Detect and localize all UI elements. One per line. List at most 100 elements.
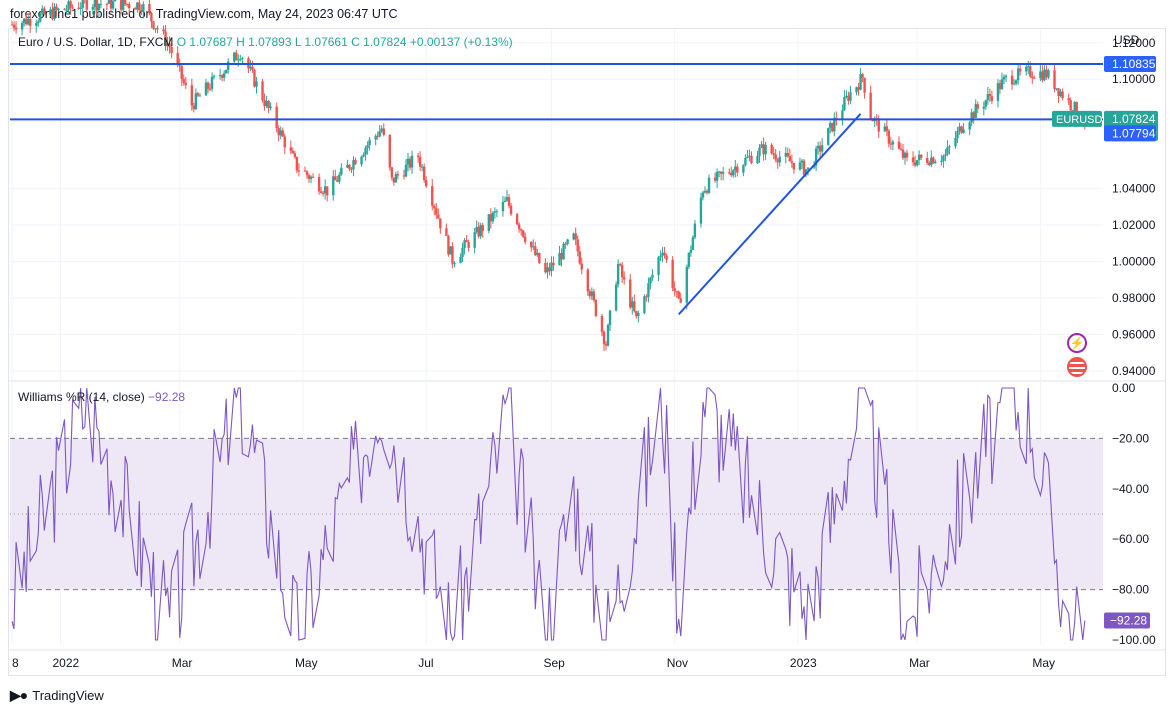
candle-body: [764, 144, 767, 155]
candle-body: [22, 18, 26, 23]
candle-body: [378, 131, 381, 137]
candle-body: [689, 249, 693, 253]
time-tick-label: 8: [12, 656, 19, 670]
candle-body: [798, 162, 802, 170]
candle-body: [323, 186, 327, 194]
candle-body: [631, 301, 634, 308]
candle-body: [622, 277, 626, 280]
candle-body: [422, 166, 426, 181]
candle-body: [776, 159, 779, 163]
candle-body: [576, 239, 579, 252]
candle-body: [233, 52, 236, 62]
candle-body: [307, 175, 311, 179]
candle-body: [770, 144, 773, 154]
candle-body: [170, 47, 173, 53]
candle-body: [501, 202, 505, 212]
candle-body: [303, 170, 307, 172]
candle-body: [588, 291, 592, 297]
candle-body: [69, 1, 72, 8]
candle-body: [675, 291, 678, 293]
candle-body: [932, 157, 935, 164]
candle-body: [548, 267, 551, 272]
candle-body: [79, 7, 82, 9]
candle-body: [816, 145, 820, 149]
price-tick-label: 1.04000: [1112, 182, 1156, 196]
candle-body: [572, 233, 575, 240]
indicator-name[interactable]: Williams %R (14, close): [18, 390, 145, 404]
candle-body: [368, 139, 371, 146]
candle-body: [218, 75, 222, 77]
candle-body: [224, 69, 228, 74]
candle-body: [748, 155, 751, 157]
lightning-icon[interactable]: ⚡: [1067, 333, 1087, 353]
candle-body: [659, 255, 662, 258]
us-flag-icon[interactable]: [1067, 357, 1087, 377]
candle-body: [20, 22, 24, 30]
symbol-name[interactable]: Euro / U.S. Dollar, 1D, FXCM: [18, 35, 174, 49]
candle-body: [917, 154, 921, 161]
candle-body: [1047, 70, 1050, 78]
candle-body: [742, 165, 745, 173]
candle-body: [241, 58, 244, 60]
indicator-tick-label: −20.00: [1112, 431, 1149, 445]
candle-body: [604, 344, 608, 346]
candle-body: [1069, 100, 1072, 111]
candle-body: [1010, 75, 1014, 85]
candle-body: [519, 229, 523, 231]
legend-change: +0.00137 (+0.13%): [409, 35, 513, 49]
candle-body: [57, 8, 60, 11]
candle-body: [1061, 91, 1064, 99]
candle-body: [946, 147, 949, 155]
candle-body: [14, 27, 18, 30]
trendline: [677, 113, 862, 316]
candle-body: [804, 169, 808, 175]
candle-body: [123, 0, 127, 5]
candle-body: [212, 75, 216, 77]
candle-body: [990, 96, 994, 101]
candle-body: [1045, 69, 1048, 78]
candle-body: [1033, 77, 1036, 79]
candle-body: [715, 171, 719, 181]
chart-frame: [8, 28, 1166, 676]
candle-body: [404, 164, 408, 177]
candle-body: [647, 283, 650, 298]
candle-body: [346, 164, 349, 168]
candle-body: [954, 138, 957, 147]
candle-body: [1004, 75, 1008, 77]
candle-body: [685, 266, 689, 303]
candle-body: [10, 24, 14, 26]
candle-body: [948, 146, 951, 148]
candle-body: [560, 253, 563, 260]
footer: ▶● TradingView: [10, 687, 104, 704]
candle-body: [198, 95, 202, 97]
candle-body: [883, 126, 887, 132]
candle-body: [265, 100, 268, 107]
candle-body: [105, 3, 109, 5]
candle-body: [237, 59, 240, 61]
candle-body: [930, 157, 933, 166]
candle-body: [984, 100, 988, 107]
symbol-tag-label: EURUSD: [1056, 114, 1103, 126]
brand-name[interactable]: TradingView: [32, 688, 104, 703]
time-tick-label: 2022: [53, 656, 80, 670]
candle-body: [376, 135, 379, 137]
candle-body: [140, 10, 143, 12]
candle-body: [691, 237, 695, 250]
candle-body: [633, 301, 636, 312]
candle-body: [1053, 70, 1056, 90]
candle-body: [192, 105, 196, 110]
candle-body: [703, 190, 707, 193]
candle-body: [869, 92, 872, 120]
time-tick-label: May: [1032, 656, 1055, 670]
candle-body: [77, 7, 80, 9]
candle-body: [592, 291, 596, 301]
candle-body: [208, 88, 212, 90]
candle-body: [899, 148, 903, 150]
candle-body: [366, 145, 369, 149]
indicator-tick-label: 0.00: [1112, 381, 1136, 395]
candle-body: [453, 263, 456, 265]
time-tick-label: Jul: [418, 656, 433, 670]
candle-body: [51, 9, 54, 19]
price-legend: Euro / U.S. Dollar, 1D, FXCM O 1.07687 H…: [18, 35, 513, 49]
